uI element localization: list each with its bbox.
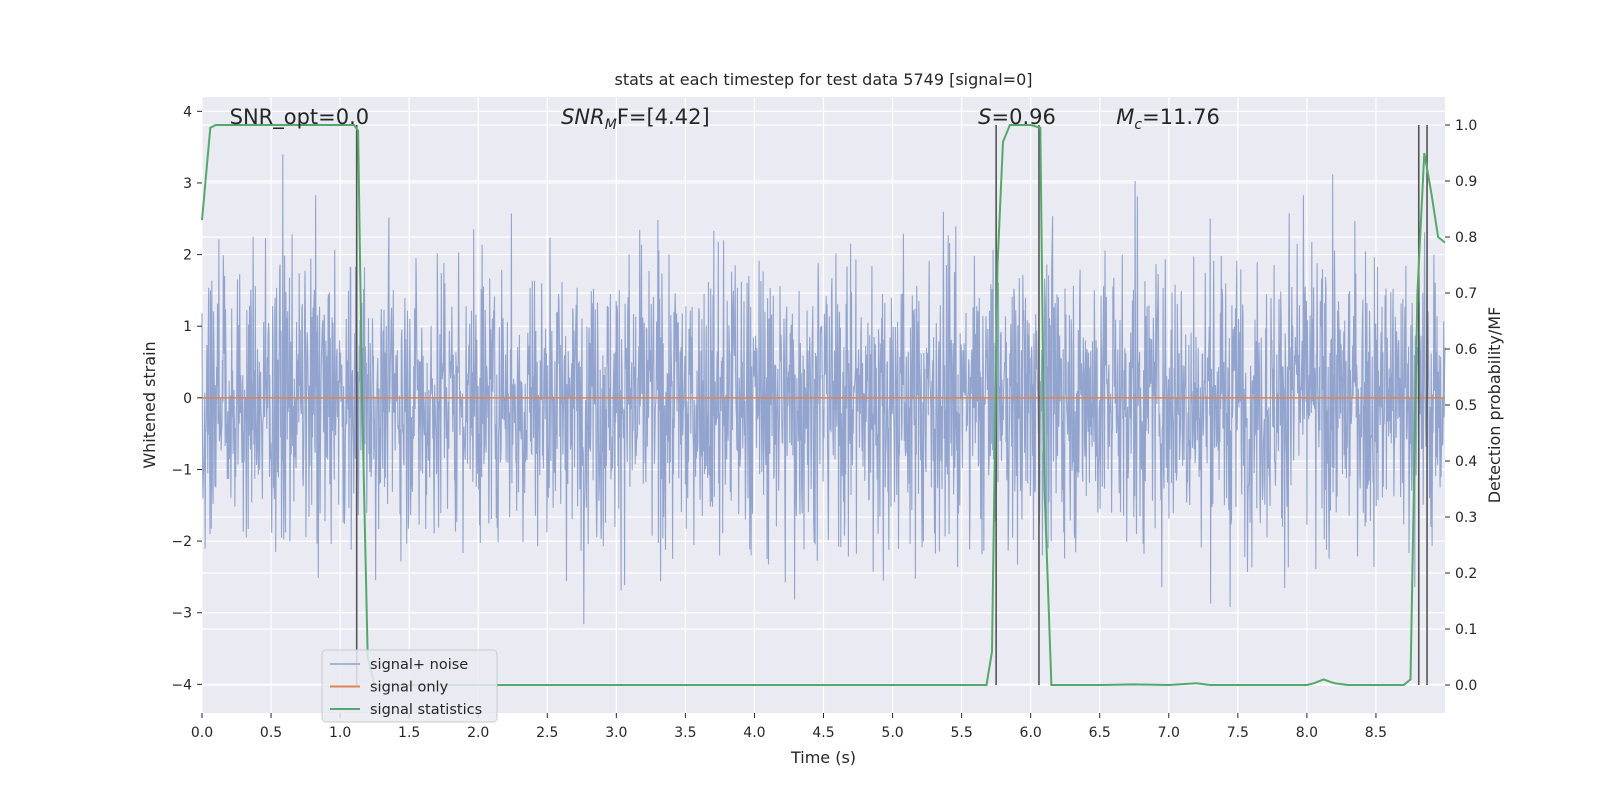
y2-tick-label: 0.3 [1455,510,1477,526]
x-tick-label: 0.0 [191,725,213,741]
x-tick-label: 2.5 [536,725,558,741]
y2-tick-label: 0.6 [1455,342,1477,358]
annotation-s-stat: S=0.96 [978,105,1056,129]
x-tick-label: 5.0 [881,725,903,741]
x-tick-label: 8.5 [1365,725,1387,741]
x-tick-label: 8.0 [1296,725,1318,741]
y2-tick-label: 0.4 [1455,454,1477,470]
legend-label: signal only [370,680,449,696]
y-tick-label: 2 [183,248,192,264]
legend-label: signal+ noise [370,657,468,673]
y-tick-label: 1 [183,319,192,335]
annotations: SNR_opt=0.0 SNRMF=[4.42] S=0.96 Mc=11.76 [230,105,1220,133]
y2-tick-label: 0.9 [1455,174,1477,190]
x-tick-label: 7.5 [1227,725,1249,741]
y-tick-label: −1 [171,462,192,478]
y-tick-label: 0 [183,391,192,407]
y-tick-label: −3 [171,606,192,622]
x-axis-title: Time (s) [790,748,856,767]
y2-tick-label: 1.0 [1455,118,1477,134]
x-tick-label: 6.0 [1020,725,1042,741]
x-tick-label: 5.5 [950,725,972,741]
annotation-snr-mf: SNRMF=[4.42] [561,105,710,133]
x-tick-label: 3.0 [605,725,627,741]
annotation-m-chirp: Mc=11.76 [1116,105,1220,133]
legend-frame [321,649,498,723]
legend: signal+ noise signal only signal statistic… [321,649,498,723]
x-tick-label: 2.0 [467,725,489,741]
annotation-snr-opt: SNR_opt=0.0 [230,105,370,130]
y-axis-right: 1.0 0.9 0.8 0.7 0.6 0.5 0.4 0.3 0.2 0.1 0.0 [1445,118,1477,694]
statistics-series [201,124,1446,687]
x-tick-label: 1.5 [398,725,420,741]
noise-trace [201,154,1446,625]
y-axis-title: Whitened strain [140,341,159,468]
chart-title: stats at each timestep for test data 574… [614,70,1032,89]
y-axis-left: 4 3 2 1 0 −1 −2 −3 −4 [171,104,202,693]
y-tick-label: 4 [183,104,192,120]
x-tick-label: 7.0 [1158,725,1180,741]
x-tick-label: 0.5 [260,725,282,741]
statistics-line [201,124,1446,687]
y2-tick-label: 0.1 [1455,622,1477,638]
x-tick-label: 4.0 [743,725,765,741]
y2-tick-label: 0.5 [1455,398,1477,414]
x-tick-label: 1.0 [329,725,351,741]
x-tick-label: 4.5 [812,725,834,741]
x-axis: 0.0 0.5 1.0 1.5 2.0 2.5 3.0 3.5 4.0 4.5 5.0 5.5 6.0 6… [191,713,1387,741]
noise-series [201,154,1446,625]
x-tick-label: 3.5 [674,725,696,741]
y2-tick-label: 0.7 [1455,286,1477,302]
y2-tick-label: 0.8 [1455,230,1477,246]
y-tick-label: −4 [171,677,192,693]
y-tick-label: −2 [171,534,192,550]
y-tick-label: 3 [183,176,192,192]
y2-axis-title: Detection probability/MF [1485,307,1504,504]
legend-label: signal statistics [370,702,482,718]
x-tick-label: 6.5 [1089,725,1111,741]
y2-tick-label: 0.2 [1455,566,1477,582]
y2-tick-label: 0.0 [1455,678,1477,694]
